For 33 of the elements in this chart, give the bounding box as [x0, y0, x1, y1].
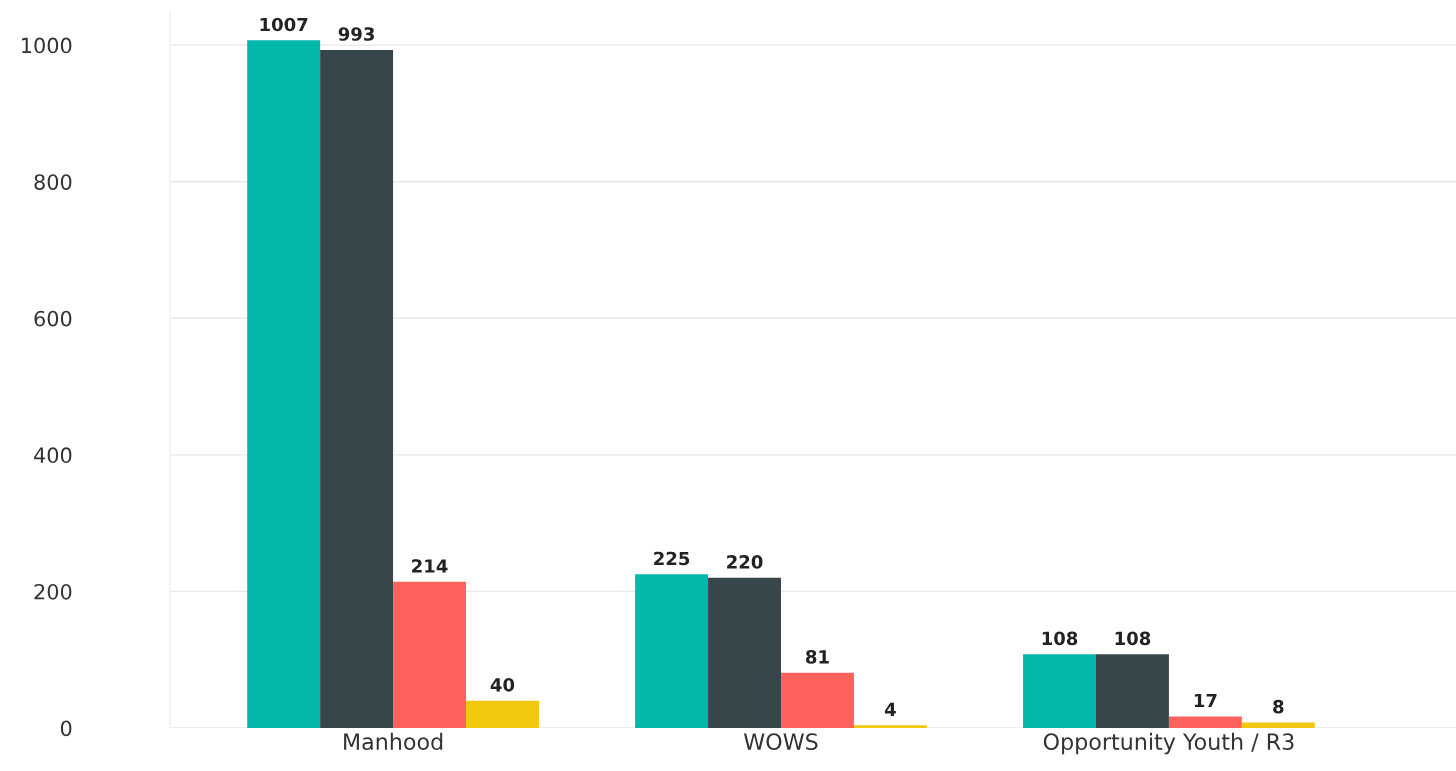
data-label: 220 [727, 555, 763, 569]
data-label: 17 [1194, 693, 1217, 708]
bar [320, 49, 394, 728]
y-tick-label: 400 [34, 447, 72, 464]
bar [708, 577, 781, 728]
data-label: 8 [1273, 699, 1284, 714]
y-tick-label: 0 [60, 720, 72, 737]
data-label: 1007 [260, 17, 308, 32]
bar [393, 581, 466, 728]
data-label: 108 [1042, 631, 1078, 646]
bar [781, 672, 854, 728]
y-tick-label: 1000 [22, 37, 72, 54]
data-label: 214 [412, 559, 448, 573]
data-label: 40 [490, 677, 515, 692]
bar [1168, 716, 1242, 728]
data-label: 993 [338, 27, 374, 41]
data-label: 4 [884, 702, 896, 716]
x-tick-label: WOWS [743, 733, 818, 751]
data-label: 225 [654, 551, 690, 566]
x-tick-label: Manhood [344, 732, 443, 751]
bar [247, 40, 321, 728]
x-tick-label: Opportunity Youth / R3 [1043, 732, 1294, 755]
y-tick-label: 200 [34, 583, 72, 600]
bar [465, 700, 539, 728]
bar [1241, 722, 1315, 728]
bar [1023, 654, 1096, 728]
bar [853, 725, 927, 728]
y-tick-label: 800 [34, 174, 72, 190]
bar [635, 574, 709, 728]
data-label: 81 [806, 649, 829, 664]
bar [1096, 654, 1169, 728]
data-label: 108 [1115, 631, 1151, 646]
y-tick-label: 600 [34, 310, 72, 327]
